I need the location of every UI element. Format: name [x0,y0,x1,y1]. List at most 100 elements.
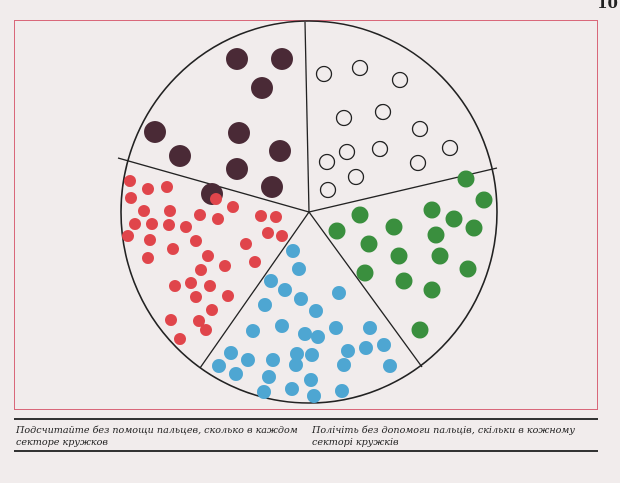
caption-ukrainian: Полічіть без допомоги пальців, скільки в… [312,425,575,448]
dot-left [125,192,137,204]
dot-top-left [228,122,250,144]
dot-left [165,314,177,326]
dot-left [164,205,176,217]
dot-bottom [377,338,391,352]
dot-right [427,226,445,244]
sector-divider [308,211,423,368]
dot-right [431,247,449,265]
dot-bottom [383,359,397,373]
dot-right [328,222,346,240]
dot-top-right [318,153,336,171]
dot-bottom [266,353,280,367]
dot-top-right [338,143,356,161]
dot-bottom [241,353,255,367]
dot-bottom [224,346,238,360]
dot-left [194,209,206,221]
dot-bottom [212,359,226,373]
dot-left [167,243,179,255]
dot-left [129,218,141,230]
dot-top-left [226,48,248,70]
dot-bottom [286,244,300,258]
dot-bottom [258,298,272,312]
dot-top-left [144,121,166,143]
dot-top-left [251,77,273,99]
dot-top-right [411,120,429,138]
dot-top-right [391,71,409,89]
page-number: 10 [597,0,618,12]
dot-left [240,238,252,250]
dot-top-left [226,158,248,180]
dot-bottom [290,347,304,361]
dot-left [138,205,150,217]
dot-left [180,221,192,233]
dot-right [475,191,493,209]
dot-left [185,277,197,289]
dot-bottom [262,370,276,384]
dot-bottom [294,292,308,306]
dot-right [411,321,429,339]
dot-top-right [315,65,333,83]
dot-left [195,264,207,276]
dot-left [219,260,231,272]
dot-bottom [246,324,260,338]
dot-top-right [374,103,392,121]
dot-top-left [271,48,293,70]
dot-left [200,324,212,336]
dot-bottom [307,389,321,403]
dot-left [212,213,224,225]
dot-bottom [332,286,346,300]
dot-left [270,211,282,223]
dot-right [423,201,441,219]
dot-bottom [275,319,289,333]
dot-bottom [264,274,278,288]
dot-bottom [257,385,271,399]
dot-right [459,260,477,278]
dot-left [262,227,274,239]
dot-bottom [292,262,306,276]
dot-bottom [278,283,292,297]
dot-right [395,272,413,290]
dot-bottom [329,321,343,335]
dot-left [142,252,154,264]
dot-bottom [229,367,243,381]
sector-divider [199,211,310,369]
dot-bottom [289,358,303,372]
dot-right [351,206,369,224]
caption-top-rule [14,418,598,420]
dot-left [204,280,216,292]
dot-left [249,256,261,268]
dot-bottom [309,304,323,318]
dot-top-right [335,109,353,127]
dot-bottom [304,373,318,387]
dot-bottom [359,341,373,355]
dot-left [144,234,156,246]
dot-top-left [269,140,291,162]
dot-right [356,264,374,282]
dot-right [423,281,441,299]
caption-bottom-rule [14,450,598,452]
dot-top-left [169,145,191,167]
dot-top-left [261,176,283,198]
dot-top-right [441,139,459,157]
dots-layer [122,48,493,403]
dot-left [206,304,218,316]
dot-left [174,333,186,345]
dot-right [465,219,483,237]
dot-left [161,181,173,193]
dot-bottom [335,384,349,398]
dot-right [457,170,475,188]
dot-left [222,290,234,302]
dot-bottom [311,330,325,344]
dot-left [190,235,202,247]
dot-left [190,291,202,303]
dot-left [169,280,181,292]
caption-russian: Подсчитайте без помощи пальцев, сколько … [16,425,298,448]
outer-circle [120,20,498,404]
dot-top-right [371,140,389,158]
dot-bottom [305,348,319,362]
dot-top-right [351,59,369,77]
dot-left [227,201,239,213]
dot-left [255,210,267,222]
dot-right [385,218,403,236]
